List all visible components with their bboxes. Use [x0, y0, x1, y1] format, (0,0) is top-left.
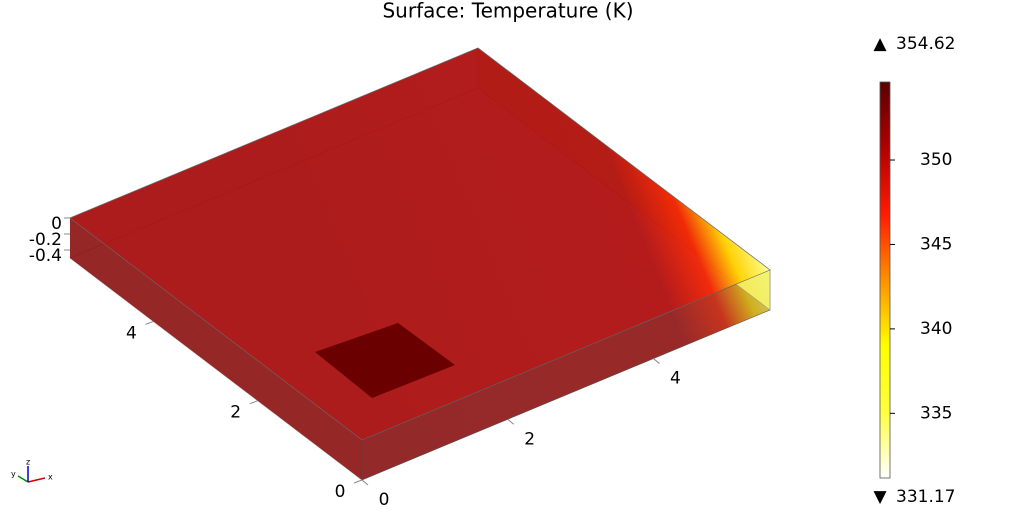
- front-shade: [362, 270, 770, 480]
- y-tick: [249, 400, 258, 405]
- colorbar-tick-label: 335: [920, 403, 952, 423]
- x-tick-label: 0: [379, 490, 390, 510]
- z-tick-label: -0.4: [29, 246, 62, 266]
- triad-z-label: z: [26, 458, 30, 467]
- colorbar-max-label: 354.62: [896, 34, 955, 54]
- x-tick: [507, 418, 515, 425]
- z-tick-label: 0: [51, 214, 62, 234]
- x-tick: [361, 479, 369, 486]
- colorbar-tick-label: 340: [920, 319, 952, 339]
- colorbar-tick-label: 350: [920, 150, 952, 170]
- colorbar-tick-label: 345: [920, 234, 952, 254]
- y-tick-label: 0: [335, 482, 346, 502]
- triad-y: [17, 475, 29, 483]
- x-tick-label: 4: [670, 369, 681, 389]
- x-tick: [653, 358, 660, 364]
- max-arrow: ▲: [873, 34, 887, 54]
- top-face: [69, 47, 771, 441]
- triad-y-label: y: [11, 470, 16, 479]
- colorbar-min-label: 331.17: [896, 487, 955, 507]
- triad-x-label: x: [48, 473, 53, 482]
- heat-source: [315, 323, 455, 398]
- y-tick-label: 2: [230, 403, 241, 423]
- z-tick-label: -0.2: [29, 230, 62, 250]
- y-tick-label: 4: [126, 323, 137, 343]
- chart-title: Surface: Temperature (K): [382, 0, 633, 23]
- colorbar: [879, 81, 891, 479]
- left-face: [70, 218, 362, 480]
- slab: [69, 47, 771, 481]
- triad-x: [27, 477, 46, 483]
- y-tick: [145, 320, 154, 325]
- axis-triad: x y z: [11, 458, 53, 483]
- y-tick: [353, 479, 363, 484]
- min-arrow: ▼: [873, 487, 887, 507]
- x-tick-label: 2: [524, 429, 535, 449]
